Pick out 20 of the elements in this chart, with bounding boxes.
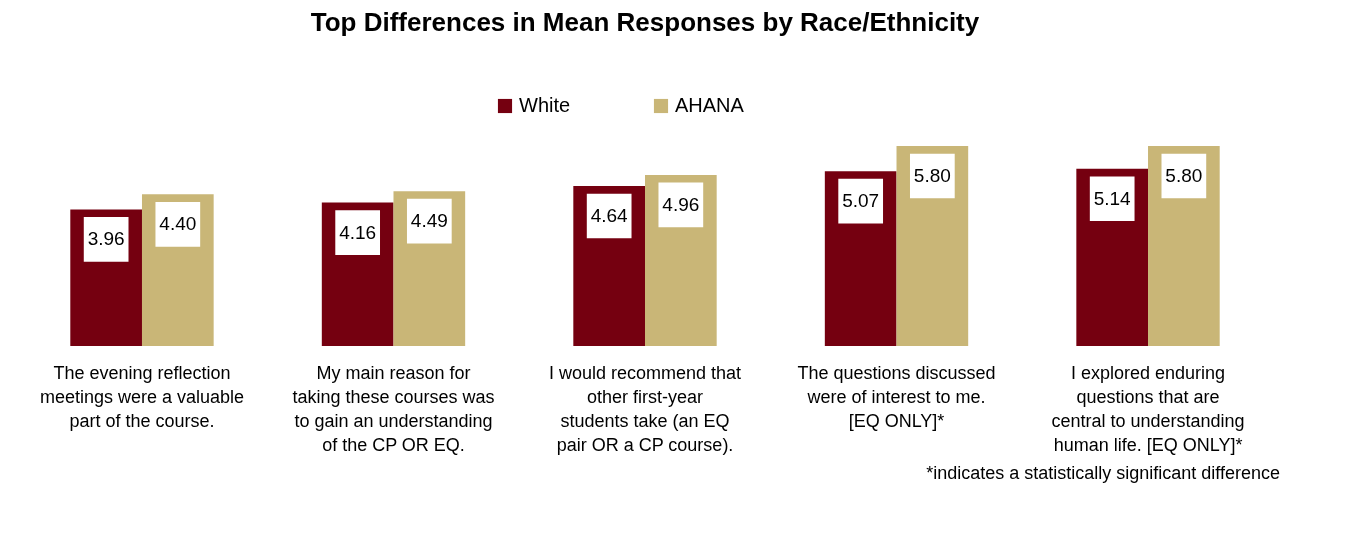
- legend-label: AHANA: [675, 94, 745, 116]
- data-label: 5.14: [1093, 187, 1132, 209]
- chart-title: Top Differences in Mean Responses by Race/Ethnicity: [310, 7, 980, 37]
- x-tick-label: The evening reflection meetings were a valuable part of the course.: [39, 362, 245, 431]
- data-label: 4.40: [159, 213, 197, 235]
- data-label: 3.96: [87, 228, 125, 250]
- data-label: 5.80: [913, 165, 951, 186]
- data-label: 4.49: [410, 210, 448, 232]
- bar: [1148, 146, 1220, 346]
- legend-label: White: [519, 94, 571, 116]
- x-tick-label: My main reason for taking these courses was to gain an understanding of the CP OR EQ.: [292, 362, 495, 455]
- data-label: 4.64: [590, 205, 629, 226]
- x-tick-label: The questions discussed were of interest to me. [EQ ONLY]*: [797, 362, 996, 431]
- x-tick-label: I would recommend that other first-year students take (an EQ pair OR a CP course).: [548, 362, 742, 455]
- data-label: 4.96: [662, 193, 700, 215]
- x-tick-label: I explored enduring questions that are central to understanding human life. [EQ ONLY]*: [1051, 362, 1245, 455]
- text: *indicates a statistically significant difference: [925, 463, 1281, 484]
- data-label: 5.07: [842, 190, 880, 212]
- data-label: 5.80: [1165, 165, 1203, 186]
- data-label: 4.16: [339, 221, 377, 243]
